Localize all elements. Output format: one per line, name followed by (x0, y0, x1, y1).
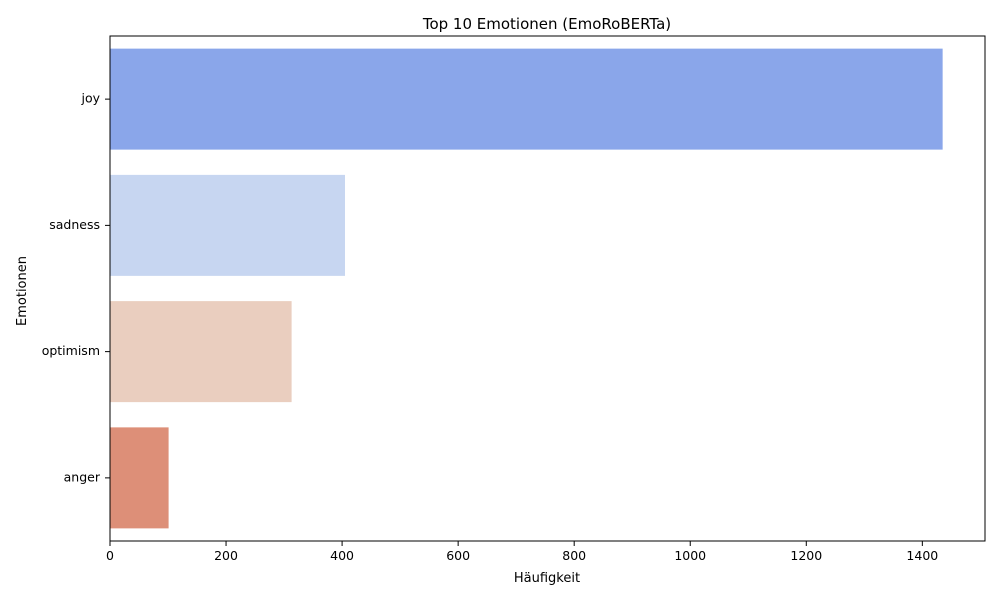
bar-sadness (110, 174, 345, 276)
bar-anger (110, 427, 169, 529)
x-tick-label: 1000 (674, 548, 706, 563)
bars-layer (110, 48, 943, 529)
y-axis-ticks: joy sadness optimism anger (42, 91, 110, 484)
y-tick-label: joy (80, 91, 100, 106)
x-tick-label: 1200 (790, 548, 822, 563)
y-tick-label: sadness (49, 217, 100, 232)
x-axis-ticks: 0 200 400 600 800 1000 1200 1400 (106, 541, 938, 563)
bar-joy (110, 48, 943, 150)
x-tick-label: 0 (106, 548, 114, 563)
x-axis-label: Häufigkeit (514, 571, 580, 586)
x-tick-label: 600 (446, 548, 470, 563)
x-tick-label: 400 (330, 548, 354, 563)
y-tick-label: optimism (42, 343, 100, 358)
chart-title: Top 10 Emotionen (EmoRoBERTa) (422, 15, 671, 33)
x-tick-label: 200 (214, 548, 238, 563)
x-tick-label: 800 (562, 548, 586, 563)
y-tick-label: anger (64, 469, 101, 484)
x-tick-label: 1400 (906, 548, 938, 563)
plot-frame (109, 35, 986, 542)
y-axis-label: Emotionen (15, 256, 30, 326)
bar-optimism (110, 301, 292, 403)
